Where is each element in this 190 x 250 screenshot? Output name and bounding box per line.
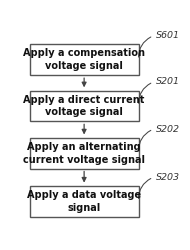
Text: Apply a data voltage
signal: Apply a data voltage signal xyxy=(27,190,141,213)
Text: S202: S202 xyxy=(156,125,180,134)
FancyBboxPatch shape xyxy=(30,138,139,168)
FancyBboxPatch shape xyxy=(30,91,139,122)
Text: Apply an alternating
current voltage signal: Apply an alternating current voltage sig… xyxy=(23,142,145,165)
FancyBboxPatch shape xyxy=(30,186,139,217)
Text: S601: S601 xyxy=(156,31,180,40)
Text: S201: S201 xyxy=(156,78,180,86)
Text: Apply a direct current
voltage signal: Apply a direct current voltage signal xyxy=(23,95,145,118)
Text: S203: S203 xyxy=(156,173,180,182)
FancyBboxPatch shape xyxy=(30,44,139,75)
Text: Apply a compensation
voltage signal: Apply a compensation voltage signal xyxy=(23,48,145,71)
